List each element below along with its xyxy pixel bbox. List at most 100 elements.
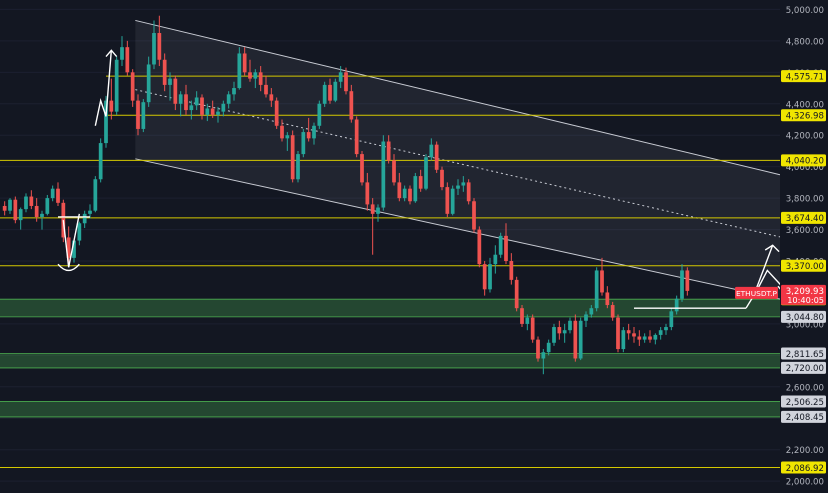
- candle-body: [477, 229, 482, 265]
- price-axis-tick-label: 2,600.00: [786, 383, 824, 393]
- candle-body: [413, 176, 418, 202]
- candle-body: [328, 84, 332, 101]
- channel-fill: [135, 20, 781, 300]
- target-arrowhead[interactable]: [764, 244, 780, 253]
- candle-body: [157, 33, 162, 60]
- resistance-level-price-label: 4,326.98: [786, 112, 824, 122]
- resistance-level-price-label-bg: [781, 109, 826, 122]
- candle-body: [520, 308, 524, 324]
- candle-body: [50, 188, 55, 199]
- candle-body: [386, 141, 391, 161]
- zigzag-arrowhead[interactable]: [105, 49, 118, 58]
- candle-body: [349, 91, 354, 120]
- candle-body: [498, 235, 503, 255]
- candle-body: [397, 182, 402, 199]
- target-arrow-line[interactable]: [756, 245, 774, 288]
- candle-body: [216, 111, 220, 115]
- support-zones: [0, 298, 780, 418]
- candle-body: [18, 209, 23, 221]
- candle-body: [88, 210, 92, 214]
- candle-body: [333, 81, 338, 101]
- descending-channel: [135, 19, 781, 300]
- candle-body: [8, 199, 12, 211]
- price-axis-tick-label: 3,600.00: [786, 226, 824, 236]
- candle-body: [269, 94, 274, 101]
- candle-body: [194, 97, 199, 106]
- bottom-curve[interactable]: [57, 263, 80, 272]
- candle-body: [152, 33, 156, 65]
- candle-body: [642, 336, 647, 340]
- candle-body: [365, 182, 370, 205]
- candle-body: [178, 94, 183, 104]
- price-axis-tick-label: 4,800.00: [786, 37, 824, 47]
- zigzag-up-line[interactable]: [94, 50, 113, 126]
- candle-body: [306, 132, 311, 139]
- candle-body: [168, 78, 172, 85]
- candle-body: [93, 179, 98, 211]
- candle-body: [360, 154, 364, 183]
- candle-body: [77, 223, 82, 241]
- channel-median-line[interactable]: [135, 89, 781, 238]
- candle-body: [98, 143, 103, 180]
- candle-body: [450, 188, 455, 214]
- candle-body: [56, 188, 60, 203]
- channel-upper-line[interactable]: [135, 19, 781, 176]
- support-zone-bottom-price-label-bg: [781, 310, 826, 323]
- candle-body: [264, 84, 268, 95]
- candle-body: [205, 108, 210, 115]
- candle-body: [125, 47, 130, 73]
- candle-body: [621, 330, 626, 350]
- candle-body: [274, 100, 279, 126]
- candle-body: [680, 270, 684, 299]
- candle-body: [237, 53, 242, 89]
- resistance-level-price-label-bg: [781, 259, 826, 272]
- candle-body: [482, 264, 487, 290]
- candle-body: [509, 261, 514, 280]
- candle-body: [589, 308, 594, 315]
- candle-body: [584, 314, 588, 321]
- current-price-label: 3,209.93: [786, 287, 824, 297]
- candles: [2, 15, 690, 375]
- candle-body: [557, 327, 562, 334]
- price-axis-tick-label: 4,000.00: [786, 163, 824, 173]
- price-axis-tick-label: 3,800.00: [786, 195, 824, 205]
- candle-body: [120, 47, 124, 60]
- candle-body: [562, 330, 567, 334]
- candle-body: [429, 144, 434, 158]
- candle-body: [322, 84, 327, 104]
- candle-body: [600, 270, 604, 293]
- candle-body: [616, 317, 620, 350]
- price-axis-tick-label: 5,000.00: [786, 6, 824, 16]
- channel-lower-line[interactable]: [135, 158, 781, 300]
- candle-body: [317, 103, 322, 126]
- candle-body: [285, 135, 290, 139]
- candle-body: [546, 342, 551, 353]
- candle-body: [552, 327, 556, 343]
- down-move-line[interactable]: [62, 220, 70, 268]
- candle-body: [541, 352, 546, 359]
- candle-body: [2, 205, 7, 211]
- current-price-bg: [781, 284, 826, 305]
- candle-body: [664, 327, 668, 331]
- candle-body: [653, 334, 658, 340]
- grid-layer: [0, 8, 780, 482]
- candle-body: [338, 72, 343, 82]
- candle-body: [344, 72, 348, 92]
- candle-body: [34, 205, 39, 217]
- candle-body: [13, 199, 18, 221]
- rebound-line[interactable]: [67, 213, 81, 268]
- symbol-tag-bg: [735, 286, 778, 299]
- candle-body: [40, 213, 44, 217]
- candle-body: [72, 240, 76, 258]
- candle-body: [66, 237, 71, 258]
- candle-body: [392, 160, 396, 183]
- candle-body: [45, 198, 50, 214]
- breakout-zigzag[interactable]: [745, 269, 784, 309]
- resistance-level-price-label: 3,674.40: [786, 214, 824, 224]
- candle-body: [493, 254, 498, 265]
- candle-body: [226, 94, 231, 104]
- candle-body: [466, 182, 471, 202]
- candle-body: [184, 94, 188, 111]
- candle-body: [456, 185, 460, 189]
